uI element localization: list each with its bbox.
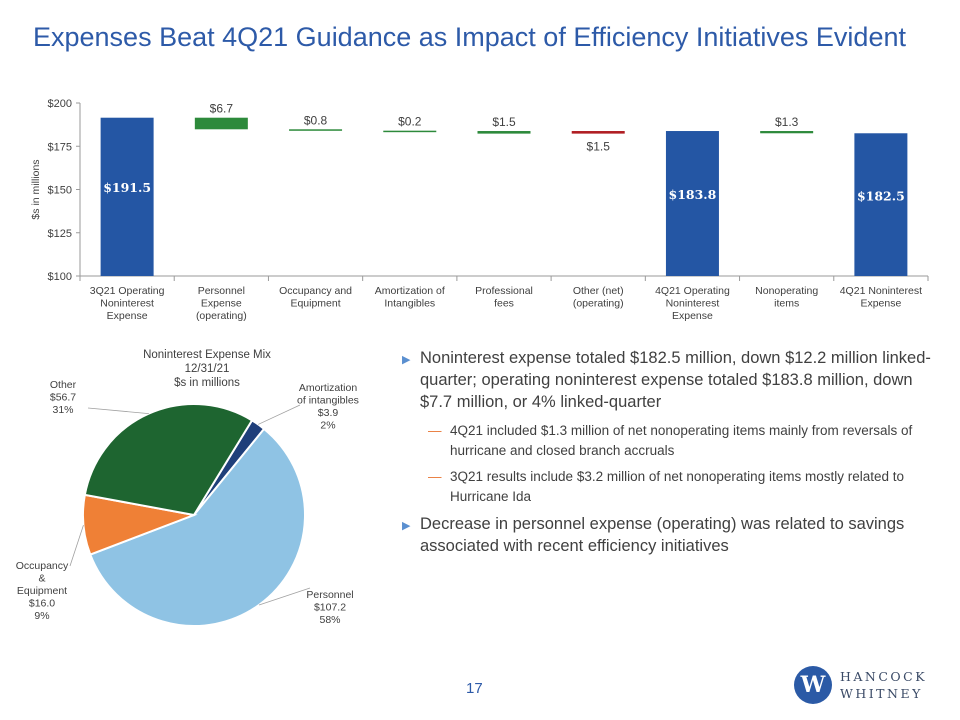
- sub-bullet-text: 4Q21 included $1.3 million of net nonope…: [450, 423, 913, 458]
- bar-value-label: $0.2: [398, 115, 422, 129]
- x-tick-label: (operating): [573, 298, 624, 310]
- y-tick-label: $200: [48, 98, 72, 110]
- x-tick-label: 4Q21 Operating: [655, 285, 730, 297]
- pie-slice-label: $107.2: [314, 602, 346, 614]
- bar-value-label: $6.7: [210, 102, 234, 116]
- bar-value-label: $1.3: [775, 115, 799, 129]
- triangle-bullet-icon: ▶: [402, 520, 411, 532]
- pie-slice-label: Personnel: [306, 589, 353, 601]
- x-tick-label: Expense: [107, 310, 148, 322]
- pie-slice-label: $3.9: [318, 407, 339, 419]
- bar-value-label: $1.5: [587, 140, 611, 154]
- pie-chart: Noninterest Expense Mix 12/31/21 $s in mil…: [16, 349, 359, 627]
- bar: [760, 131, 814, 134]
- x-tick-label: Expense: [672, 310, 713, 322]
- bar-value-label: $191.5: [103, 180, 151, 195]
- y-axis-label: $s in millions: [30, 159, 42, 219]
- x-tick-label: Amortization of: [375, 285, 445, 297]
- sub-bullet-item: — 4Q21 included $1.3 million of net nonop…: [428, 421, 932, 461]
- bar-value-label: $183.8: [669, 187, 717, 202]
- x-tick-label: Personnel: [198, 285, 245, 297]
- sub-bullet-text: 3Q21 results include $3.2 million of net…: [450, 469, 904, 504]
- bar: [194, 117, 248, 130]
- x-tick-label: Professional: [475, 285, 533, 297]
- pie-title: $s in millions: [174, 377, 240, 389]
- dash-bullet-icon: —: [428, 423, 442, 438]
- bullet-list: ▶ Noninterest expense totaled $182.5 mill…: [402, 347, 932, 565]
- x-tick-label: Equipment: [290, 298, 340, 310]
- x-tick-label: Other (net): [573, 285, 624, 297]
- x-tick-label: (operating): [196, 310, 247, 322]
- bullet-item: ▶ Decrease in personnel expense (operatin…: [402, 513, 932, 557]
- pie-slice-label: Amortization: [299, 382, 358, 394]
- page-title: Expenses Beat 4Q21 Guidance as Impact of…: [33, 22, 906, 52]
- x-tick-label: 4Q21 Noninterest: [840, 285, 922, 297]
- bar: [477, 131, 531, 134]
- pie-slice-label: &: [38, 573, 45, 585]
- pie-slice-label: $16.0: [29, 598, 55, 610]
- x-tick-label: items: [774, 298, 799, 310]
- pie-slice-label: Equipment: [17, 585, 67, 597]
- bullet-text: Noninterest expense totaled $182.5 milli…: [420, 349, 931, 411]
- bar: [289, 129, 343, 131]
- pie-leader-line: [69, 524, 84, 567]
- pie-slice-label: 58%: [319, 614, 340, 626]
- x-tick-label: Expense: [860, 298, 901, 310]
- pie-slice-label: of intangibles: [297, 395, 359, 407]
- x-tick-label: Noninterest: [666, 298, 720, 310]
- bullet-item: ▶ Noninterest expense totaled $182.5 mill…: [402, 347, 932, 413]
- x-tick-label: Expense: [201, 298, 242, 310]
- x-tick-label: Nonoperating: [755, 285, 818, 297]
- pie-leader-line: [87, 407, 149, 415]
- pie-slice-label: 2%: [320, 420, 335, 432]
- x-tick-label: 3Q21 Operating: [90, 285, 165, 297]
- dash-bullet-icon: —: [428, 469, 442, 484]
- pie-leader-line: [258, 404, 301, 425]
- logo-mark-icon: W: [794, 666, 832, 704]
- pie-slice-label: Occupancy: [16, 560, 69, 572]
- x-tick-label: Occupancy and: [279, 285, 352, 297]
- triangle-bullet-icon: ▶: [402, 354, 411, 366]
- x-tick-label: fees: [494, 298, 514, 310]
- pie-slice-label: $56.7: [50, 392, 76, 404]
- bar: [100, 117, 154, 276]
- bar: [665, 131, 719, 276]
- bar-value-label: $0.8: [304, 113, 328, 127]
- y-tick-label: $150: [48, 185, 72, 197]
- bar: [571, 131, 625, 134]
- bar: [383, 130, 437, 133]
- pie-leader-line: [258, 587, 311, 606]
- company-logo: W HANCOCK WHITNEY: [794, 666, 944, 706]
- bar-value-label: $1.5: [492, 115, 516, 129]
- pie-slice-label: Other: [50, 379, 77, 391]
- pie-title: 12/31/21: [185, 363, 230, 375]
- y-tick-label: $100: [48, 271, 72, 283]
- pie-slice-label: 9%: [34, 610, 49, 622]
- y-tick-label: $125: [48, 228, 72, 240]
- logo-wordmark: HANCOCK WHITNEY: [840, 669, 928, 701]
- x-tick-label: Noninterest: [100, 298, 154, 310]
- pie-slice-label: 31%: [52, 404, 73, 416]
- bullet-text: Decrease in personnel expense (operating…: [420, 515, 905, 555]
- bar: [854, 133, 908, 276]
- bar-value-label: $182.5: [857, 188, 905, 203]
- page-number: 17: [466, 680, 483, 697]
- sub-bullet-item: — 3Q21 results include $3.2 million of ne…: [428, 467, 932, 507]
- pie-slice: [88, 427, 306, 627]
- pie-slice: [83, 403, 254, 517]
- waterfall-chart: $100 $125 $150 $175 $200 $s in millions $191.5…: [30, 98, 929, 322]
- pie-title: Noninterest Expense Mix: [143, 349, 271, 361]
- x-tick-label: Intangibles: [384, 298, 435, 310]
- y-tick-label: $175: [48, 141, 72, 153]
